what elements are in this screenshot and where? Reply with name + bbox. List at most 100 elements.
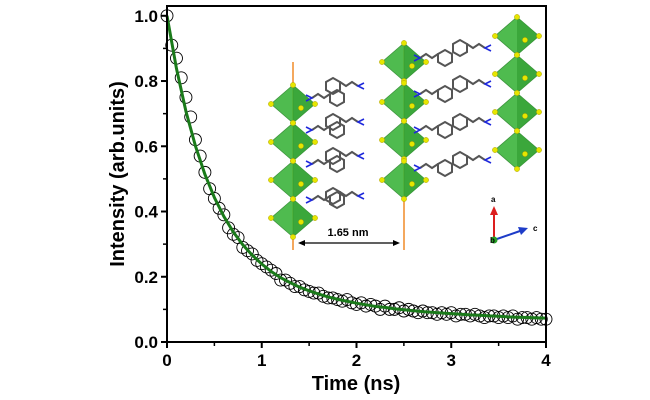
halide-atom <box>379 99 385 105</box>
organic-molecule <box>325 186 365 206</box>
octahedron <box>268 82 318 126</box>
data-point <box>241 244 254 258</box>
data-point <box>250 253 264 267</box>
halide-atom <box>409 63 415 69</box>
halide-atom <box>514 90 520 96</box>
halide-atom <box>379 59 385 65</box>
halide-atom <box>268 139 274 145</box>
halide-atom <box>522 75 528 81</box>
halide-atom <box>514 52 520 58</box>
halide-atom <box>312 101 318 107</box>
halide-atom <box>379 177 385 183</box>
inset-axis-b-label: b <box>490 236 495 245</box>
y-tick-label: 0.4 <box>134 203 158 222</box>
halide-atom <box>298 105 304 111</box>
octahedron <box>268 196 318 240</box>
halide-atom <box>290 196 296 202</box>
halide-atom <box>492 109 498 115</box>
halide-atom <box>401 158 407 164</box>
inset-axis-c-label: c <box>533 224 538 233</box>
halide-atom <box>409 141 415 147</box>
octahedron <box>379 118 429 162</box>
data-point <box>283 276 297 290</box>
organic-molecule <box>452 38 492 58</box>
halide-atom <box>492 71 498 77</box>
halide-atom <box>522 113 528 119</box>
halide-atom <box>514 166 520 172</box>
octahedron <box>492 52 542 96</box>
data-point <box>260 260 273 274</box>
x-tick-label: 0 <box>162 351 171 370</box>
organic-molecule <box>413 120 453 140</box>
data-point <box>226 227 240 241</box>
data-point <box>212 201 226 215</box>
organic-molecule <box>413 158 453 178</box>
arrowhead <box>393 240 400 246</box>
halide-atom <box>492 147 498 153</box>
halide-atom <box>536 109 542 115</box>
halide-atom <box>298 181 304 187</box>
axis-c-arrow <box>493 230 521 241</box>
arrowhead <box>518 227 528 235</box>
data-point <box>217 208 231 222</box>
x-tick-label: 4 <box>541 351 551 370</box>
series-layer <box>160 9 553 326</box>
halide-atom <box>522 37 528 43</box>
halide-atom <box>536 147 542 153</box>
halide-atom <box>423 59 429 65</box>
inset-distance-label: 1.65 nm <box>328 227 369 239</box>
octahedron <box>492 14 542 58</box>
organic-molecule <box>325 146 365 166</box>
halide-atom <box>312 177 318 183</box>
halide-atom <box>290 82 296 88</box>
data-point <box>278 273 292 287</box>
organic-molecule <box>325 112 365 132</box>
x-tick-label: 1 <box>257 351 266 370</box>
halide-atom <box>401 196 407 202</box>
organic-molecule <box>452 112 492 132</box>
halide-atom <box>298 219 304 225</box>
halide-atom <box>536 33 542 39</box>
halide-atom <box>423 99 429 105</box>
data-point <box>236 240 250 254</box>
data-point <box>198 165 212 179</box>
organic-molecule <box>305 88 345 108</box>
y-tick-label: 0.6 <box>134 137 158 156</box>
y-tick-label: 1.0 <box>134 7 158 26</box>
halide-atom <box>401 118 407 124</box>
octahedron <box>379 158 429 202</box>
plot-frame <box>166 5 547 343</box>
octahedron <box>492 90 542 134</box>
halide-atom <box>401 40 407 46</box>
x-axis-label: Time (ns) <box>312 373 401 395</box>
octahedron <box>268 120 318 164</box>
halide-atom <box>379 137 385 143</box>
halide-atom <box>290 120 296 126</box>
y-tick-label: 0.8 <box>134 72 158 91</box>
organic-molecule <box>325 76 365 96</box>
x-tick-label: 2 <box>352 351 361 370</box>
halide-atom <box>423 137 429 143</box>
data-point <box>179 90 193 104</box>
halide-atom <box>268 177 274 183</box>
axis-b-marker <box>490 236 498 244</box>
halide-atom <box>536 71 542 77</box>
arrowhead <box>490 206 498 215</box>
octahedron <box>379 40 429 84</box>
halide-atom <box>268 215 274 221</box>
y-tick-label: 0.2 <box>134 268 158 287</box>
halide-atom <box>290 234 296 240</box>
octahedron <box>379 80 429 124</box>
halide-atom <box>514 128 520 134</box>
y-tick-label: 0.0 <box>134 333 158 352</box>
ticks: 0 1 2 3 4 0.0 0.2 0.4 0.6 0.8 1.0 <box>134 7 551 370</box>
arrowhead <box>298 240 305 246</box>
x-tick-label: 3 <box>447 351 456 370</box>
organic-molecule <box>305 120 345 140</box>
halide-atom <box>409 103 415 109</box>
halide-atom <box>423 177 429 183</box>
halide-atom <box>298 143 304 149</box>
organic-molecule <box>452 150 492 170</box>
fit-line <box>165 15 547 320</box>
